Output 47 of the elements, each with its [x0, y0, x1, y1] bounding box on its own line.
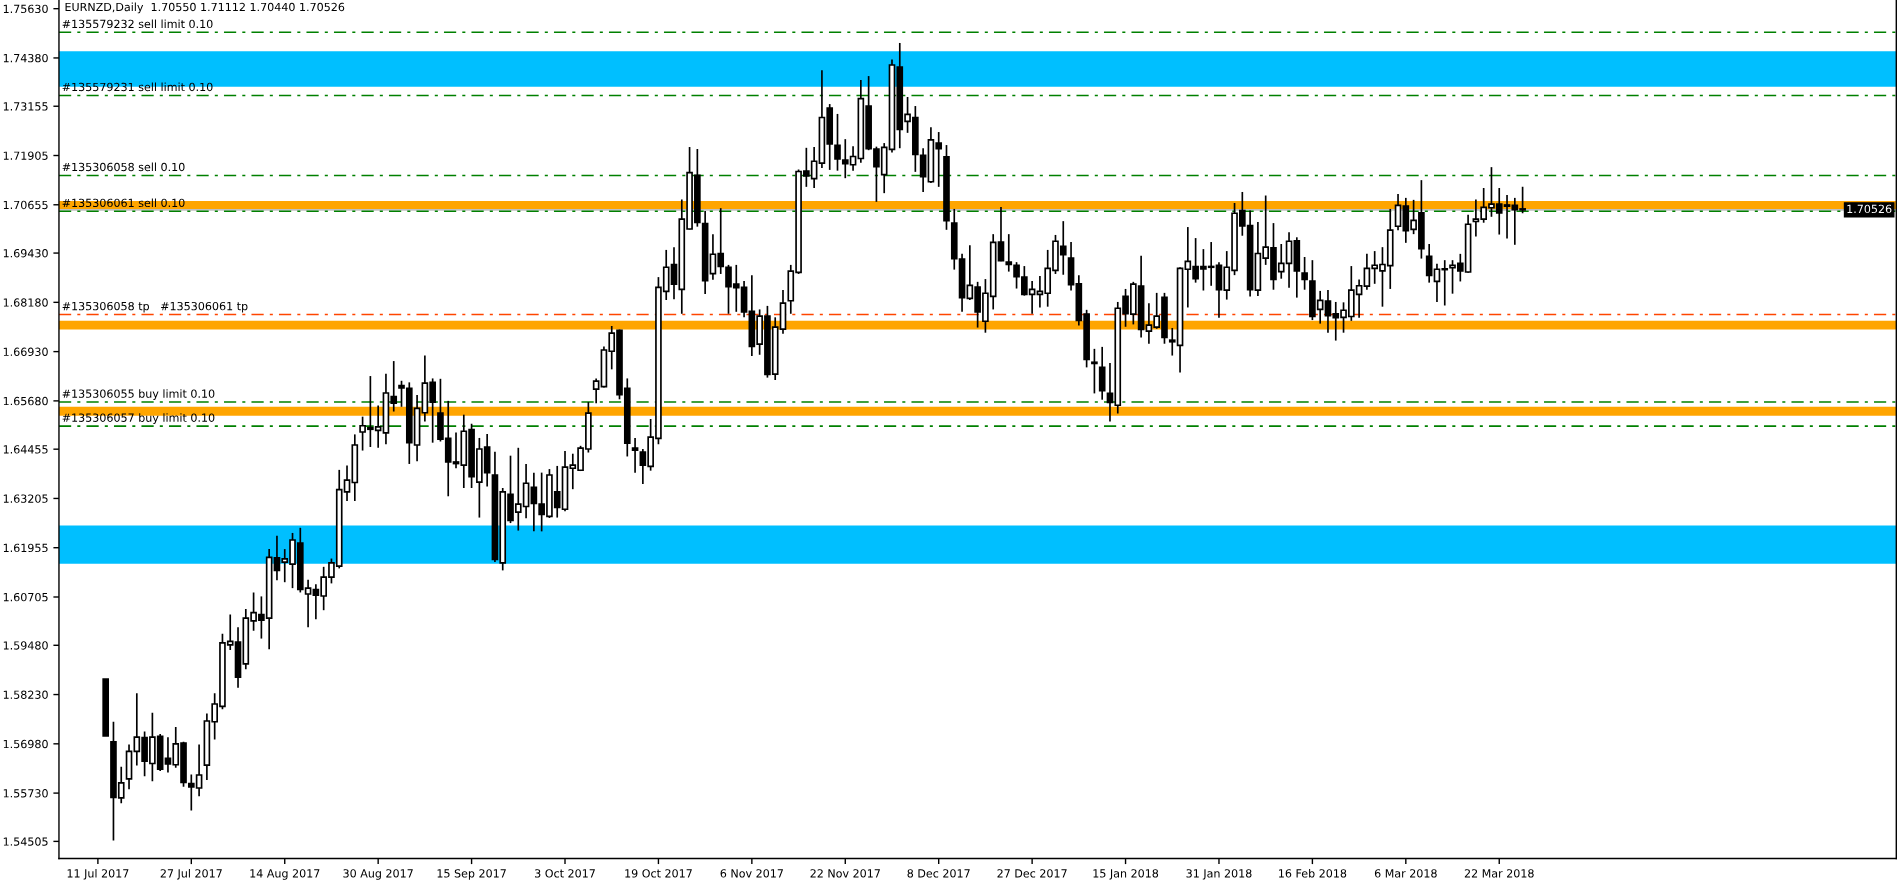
- x-tick-label: 15 Jan 2018: [1093, 869, 1159, 880]
- ref-line-label: #135306058 sell 0.10: [62, 162, 185, 172]
- y-tick-label: 1.60705: [3, 592, 48, 602]
- x-tick-label: 11 Jul 2017: [67, 868, 129, 880]
- candlestick: [1091, 348, 1098, 395]
- x-tick-label: 14 Aug 2017: [250, 869, 320, 880]
- y-tick-label: 1.54505: [3, 837, 48, 846]
- candlestick: [1301, 256, 1308, 291]
- ref-line-label: #135579232 sell limit 0.10: [62, 19, 213, 29]
- y-tick-label: 1.64455: [3, 445, 48, 454]
- candlestick: [1098, 346, 1106, 401]
- x-tick-label: 6 Mar 2018: [1374, 869, 1437, 878]
- y-tick-label: 1.63205: [3, 494, 48, 503]
- y-tick-label: 1.73155: [3, 102, 48, 111]
- y-tick-label: 1.59480: [3, 641, 48, 650]
- chart-title: EURNZD,Daily 1.70550 1.71112 1.70440 1.70526: [65, 2, 345, 14]
- y-tick-label: 1.68180: [3, 298, 48, 307]
- x-tick-label: 30 Aug 2017: [343, 869, 413, 880]
- x-tick-label: 8 Dec 2017: [907, 869, 970, 878]
- candlestick: [592, 377, 600, 405]
- y-tick-label: 1.70655: [3, 200, 48, 210]
- x-tick-label: 16 Feb 2018: [1279, 868, 1347, 878]
- y-tick-label: 1.61955: [3, 543, 48, 553]
- y-tick-label: 1.65680: [3, 396, 48, 406]
- y-tick-label: 1.58230: [3, 690, 48, 699]
- y-tick-label: 1.66930: [3, 347, 48, 356]
- y-tick-label: 1.75630: [3, 4, 48, 14]
- x-tick-label: 31 Jan 2018: [1186, 869, 1252, 880]
- ref-line-label: #135306055 buy limit 0.10: [62, 389, 215, 400]
- y-tick-label: 1.74380: [3, 53, 48, 63]
- x-tick-label: 22 Nov 2017: [810, 869, 880, 878]
- ref-line-label: #135306058 tp: [62, 301, 150, 313]
- x-tick-label: 19 Oct 2017: [625, 869, 692, 878]
- y-tick-label: 1.71905: [3, 151, 48, 160]
- y-tick-label: 1.69430: [3, 249, 48, 258]
- annotation: 1.70526: [1847, 204, 1892, 214]
- x-tick-label: 6 Nov 2017: [720, 869, 783, 878]
- y-tick-label: 1.55730: [3, 789, 48, 798]
- x-tick-label: 3 Oct 2017: [535, 869, 595, 878]
- ref-line-label: #135306061 sell 0.10: [62, 198, 185, 208]
- x-tick-label: 27 Dec 2017: [997, 869, 1067, 878]
- annotation: #135306061 tp: [161, 301, 248, 313]
- x-tick-label: 27 Jul 2017: [160, 868, 222, 880]
- x-tick-label: 22 Mar 2018: [1464, 869, 1534, 878]
- y-tick-label: 1.56980: [3, 739, 48, 749]
- x-tick-label: 15 Sep 2017: [437, 869, 506, 880]
- candlestick: [631, 437, 639, 474]
